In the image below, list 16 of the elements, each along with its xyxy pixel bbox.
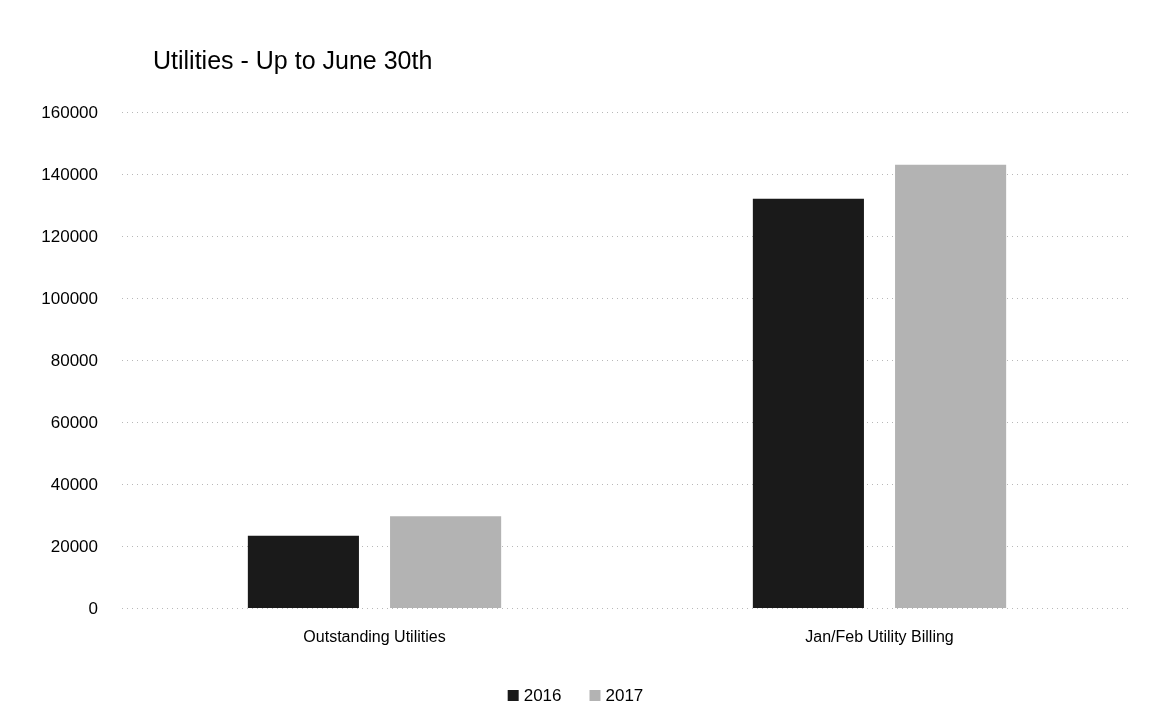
x-tick-label: Jan/Feb Utility Billing [805,627,954,645]
y-tick-label: 80000 [50,350,98,370]
chart-title: Utilities - Up to June 30th [153,45,433,74]
legend-label: 2017 [605,686,644,705]
bar [752,198,864,608]
x-tick-label: Outstanding Utilities [303,627,446,645]
y-tick-label: 120000 [41,226,98,246]
y-tick-label: 60000 [50,412,98,432]
y-tick-label: 40000 [50,474,98,494]
y-tick-label: 100000 [41,288,98,308]
legend-label: 2016 [523,686,562,705]
y-tick-label: 160000 [41,102,98,122]
y-tick-label: 20000 [50,536,98,556]
bar [247,535,359,608]
y-tick-label: 0 [88,598,98,618]
y-tick-label: 140000 [41,164,98,184]
